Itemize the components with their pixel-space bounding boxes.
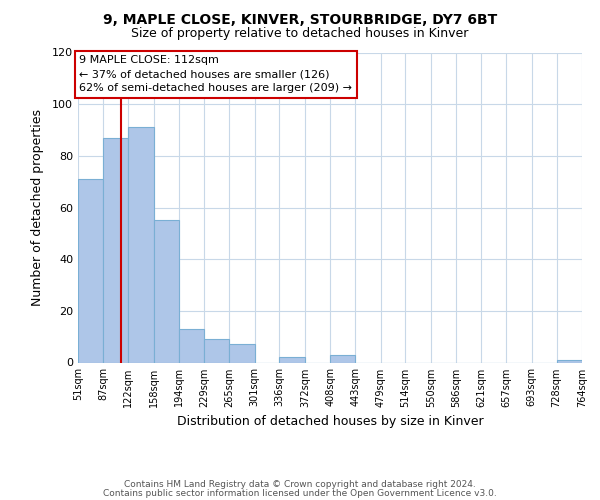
Bar <box>179 329 204 362</box>
Y-axis label: Number of detached properties: Number of detached properties <box>31 109 44 306</box>
Bar <box>204 339 229 362</box>
Text: Contains public sector information licensed under the Open Government Licence v3: Contains public sector information licen… <box>103 488 497 498</box>
Bar <box>280 358 305 362</box>
X-axis label: Distribution of detached houses by size in Kinver: Distribution of detached houses by size … <box>176 415 484 428</box>
Bar <box>229 344 255 362</box>
Bar <box>103 138 128 362</box>
Bar <box>331 355 355 362</box>
Text: Size of property relative to detached houses in Kinver: Size of property relative to detached ho… <box>131 28 469 40</box>
Bar <box>557 360 582 362</box>
Bar <box>154 220 179 362</box>
Text: 9, MAPLE CLOSE, KINVER, STOURBRIDGE, DY7 6BT: 9, MAPLE CLOSE, KINVER, STOURBRIDGE, DY7… <box>103 12 497 26</box>
Bar <box>128 128 154 362</box>
Text: Contains HM Land Registry data © Crown copyright and database right 2024.: Contains HM Land Registry data © Crown c… <box>124 480 476 489</box>
Bar <box>78 179 103 362</box>
Text: 9 MAPLE CLOSE: 112sqm
← 37% of detached houses are smaller (126)
62% of semi-det: 9 MAPLE CLOSE: 112sqm ← 37% of detached … <box>79 55 352 93</box>
